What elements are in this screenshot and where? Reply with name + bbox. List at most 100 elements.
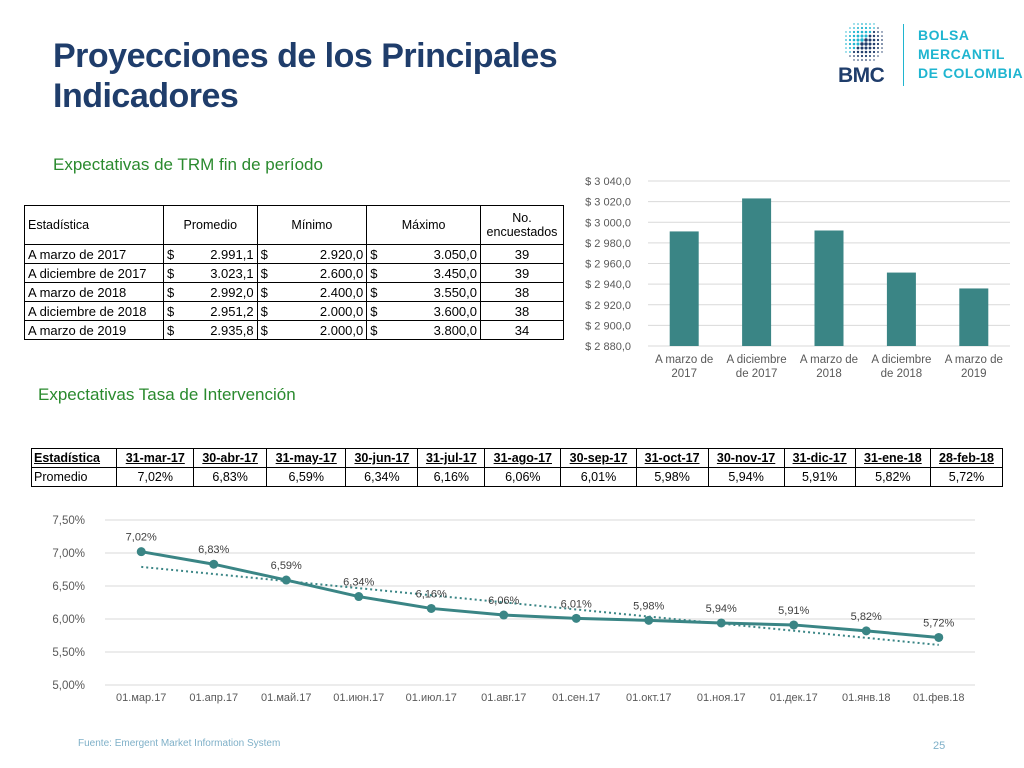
line-ytick-label: 7,50% xyxy=(52,515,85,527)
tasa-date-header: 30-jun-17 xyxy=(345,448,419,468)
logo-text: BOLSA MERCANTIL DE COLOMBIA xyxy=(918,26,1023,83)
line-xtick-label: 01.июл.17 xyxy=(406,692,457,704)
globe-dot xyxy=(860,30,864,34)
trm-maximo-value: 3.450,0 xyxy=(383,263,482,283)
globe-dot xyxy=(877,31,879,33)
footer-source: Fuente: Emergent Market Information Syst… xyxy=(78,738,281,749)
tasa-date-header: 31-jul-17 xyxy=(417,448,486,468)
globe-dot xyxy=(849,31,851,33)
globe-dot xyxy=(852,34,856,38)
line-xtick-label: 01.ноя.17 xyxy=(697,692,746,704)
trm-header-minimo: Mínimo xyxy=(256,205,368,245)
globe-dot xyxy=(861,59,863,61)
currency-symbol: $ xyxy=(256,263,274,283)
trm-minimo-value: 2.000,0 xyxy=(273,320,368,340)
globe-dot xyxy=(869,59,871,61)
data-point xyxy=(571,613,581,623)
bar xyxy=(886,272,916,346)
tasa-date-header: 31-oct-17 xyxy=(635,448,709,468)
globe-dot xyxy=(864,26,868,30)
globe-dot xyxy=(860,42,864,46)
currency-symbol: $ xyxy=(366,320,384,340)
globe-dot xyxy=(857,23,859,25)
trm-row: A diciembre de 2017 $3.023,1 $2.600,0 $3.45… xyxy=(24,263,564,283)
bar-category-label: de 2017 xyxy=(736,368,778,380)
globe-dot xyxy=(881,47,883,49)
tasa-date-header: 31-ago-17 xyxy=(484,448,562,468)
data-label: 5,94% xyxy=(706,603,737,615)
line-xtick-label: 01.авг.17 xyxy=(481,692,526,704)
tasa-date-header: 30-abr-17 xyxy=(193,448,267,468)
globe-dot xyxy=(881,39,883,41)
currency-symbol: $ xyxy=(256,244,274,264)
globe-dot xyxy=(872,34,876,38)
line-ytick-label: 7,00% xyxy=(52,548,85,560)
bar-category-label: A marzo de xyxy=(945,354,1003,366)
globe-dot xyxy=(857,59,859,61)
globe-dot xyxy=(852,42,856,46)
data-point xyxy=(426,603,436,613)
tasa-header-row: Estadística 31-mar-17 30-abr-17 31-may-17 3… xyxy=(30,448,1003,468)
trm-heading: Expectativas de TRM fin de período xyxy=(53,155,323,174)
globe-dot xyxy=(860,46,864,50)
globe-dot xyxy=(849,55,851,57)
line-xtick-label: 01.июн.17 xyxy=(333,692,384,704)
trm-maximo-value: 3.800,0 xyxy=(383,320,482,340)
globe-dot xyxy=(852,46,856,50)
globe-dot xyxy=(864,50,868,54)
globe-dot xyxy=(872,46,876,50)
currency-symbol: $ xyxy=(163,282,180,302)
globe-dot xyxy=(881,43,883,45)
data-label: 5,72% xyxy=(923,617,954,629)
globe-dot xyxy=(845,47,847,49)
line-xtick-label: 01.фев.18 xyxy=(913,692,965,704)
globe-dot xyxy=(845,51,847,53)
trm-promedio-value: 3.023,1 xyxy=(180,263,258,283)
line-ytick-label: 5,50% xyxy=(52,647,85,659)
globe-dot xyxy=(877,27,879,29)
currency-symbol: $ xyxy=(366,282,384,302)
trm-maximo-value: 3.600,0 xyxy=(383,301,482,321)
trm-row-label: A diciembre de 2018 xyxy=(24,301,164,321)
tasa-value-cell: 6,59% xyxy=(265,467,347,487)
tasa-header-label: Estadística xyxy=(30,448,118,468)
tasa-value-cell: 6,01% xyxy=(560,467,637,487)
globe-dot xyxy=(849,51,851,53)
globe-dot xyxy=(873,55,875,57)
series-line xyxy=(140,550,939,639)
bar-category-label: A marzo de xyxy=(800,354,858,366)
globe-dot xyxy=(845,39,847,41)
logo-divider xyxy=(903,24,904,86)
data-point xyxy=(644,615,654,625)
bar xyxy=(959,288,989,346)
globe-dot xyxy=(853,23,855,25)
tasa-date-header: 31-dic-17 xyxy=(783,448,856,468)
globe-dot xyxy=(860,50,864,54)
globe-dot xyxy=(852,30,856,34)
trm-header-promedio: Promedio xyxy=(163,205,258,245)
globe-dot xyxy=(860,34,864,38)
bar-category-label: A marzo de xyxy=(655,354,713,366)
trm-bar-chart: $ 2 880,0 $ 2 900,0 $ 2 920,0 $ 2 940,0 $ 2 … xyxy=(585,176,1010,380)
page-title-line1: Proyecciones de los Principales xyxy=(53,37,558,75)
trm-promedio-value: 2.992,0 xyxy=(180,282,258,302)
tasa-value-cell: 6,34% xyxy=(345,467,419,487)
tasa-table: Estadística 31-mar-17 30-abr-17 31-may-17 3… xyxy=(30,448,1003,487)
globe-dot xyxy=(868,30,872,34)
trm-minimo-value: 2.000,0 xyxy=(273,301,368,321)
trm-encuestados-value: 39 xyxy=(480,263,564,283)
currency-symbol: $ xyxy=(163,244,180,264)
data-point xyxy=(354,592,364,602)
currency-symbol: $ xyxy=(256,301,274,321)
globe-dot xyxy=(865,59,867,61)
globe-dot xyxy=(868,54,872,58)
line-xtick-label: 01.сен.17 xyxy=(552,692,600,704)
data-point xyxy=(716,618,726,628)
trm-encuestados-value: 38 xyxy=(480,282,564,302)
bar xyxy=(669,231,699,346)
globe-dot xyxy=(868,34,872,38)
trm-encuestados-value: 38 xyxy=(480,301,564,321)
globe-dot xyxy=(856,26,860,30)
bar-category-label: 2019 xyxy=(961,368,987,380)
trm-row: A marzo de 2017 $2.991,1 $2.920,0 $3.050,0 3… xyxy=(24,244,564,264)
